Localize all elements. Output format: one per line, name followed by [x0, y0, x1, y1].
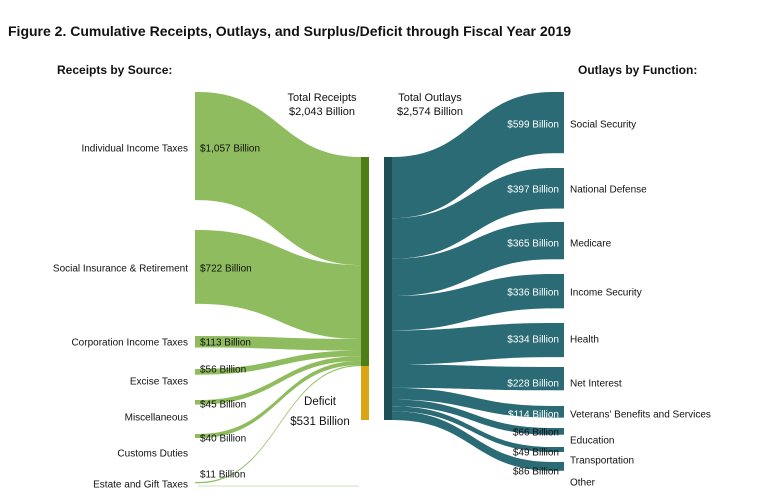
flow-labels: Individual Income Taxes $1,057 Billion Soc…	[53, 120, 711, 491]
outlay-label-national-defense: National Defense	[570, 185, 647, 196]
node-transportation	[553, 447, 564, 453]
outlay-label-medicare: Medicare	[570, 239, 612, 250]
node-individual-income-taxes	[195, 92, 198, 201]
outlays-title: Outlays by Function:	[578, 63, 697, 77]
node-medicare	[553, 222, 564, 260]
figure-title: Figure 2. Cumulative Receipts, Outlays, …	[8, 23, 571, 39]
outlay-value-net-interest: $228 Billion	[507, 379, 559, 390]
receipt-label-social-insurance-retirement: Social Insurance & Retirement	[53, 264, 188, 275]
receipt-value-customs-duties: $40 Billion	[200, 434, 246, 445]
flow-medicare	[392, 222, 553, 297]
flow-health	[392, 323, 553, 365]
flow-customs-duties	[198, 360, 361, 439]
total-receipts-value: $2,043 Billion	[289, 106, 355, 118]
outlay-label-transportation: Transportation	[570, 456, 634, 467]
outlay-value-veterans-benefits-and-services: $114 Billion	[508, 410, 559, 421]
receipts-total-bar	[361, 157, 369, 366]
receipt-value-social-insurance-retirement: $722 Billion	[200, 264, 252, 275]
flow-corporation-income-taxes	[198, 336, 361, 351]
node-social-security	[553, 92, 564, 154]
outlay-label-other: Other	[570, 478, 596, 489]
outlay-value-other: $86 Billion	[513, 467, 559, 478]
deficit-label: Deficit	[304, 396, 337, 408]
outlay-value-medicare: $365 Billion	[507, 239, 559, 250]
node-estate-and-gift-taxes	[195, 482, 198, 484]
receipt-flows	[195, 92, 361, 487]
receipt-value-estate-and-gift-taxes: $11 Billion	[200, 470, 245, 481]
total-bars	[361, 157, 392, 420]
node-other	[553, 462, 564, 471]
flow-education	[392, 399, 553, 435]
receipt-label-customs-duties: Customs Duties	[117, 449, 188, 460]
total-outlays-label: Total Outlays	[398, 92, 462, 104]
flow-net-interest	[392, 364, 553, 391]
node-national-defense	[553, 168, 564, 209]
deficit-bar	[361, 366, 369, 420]
outlay-value-education: $66 Billion	[513, 428, 559, 439]
total-receipts-label: Total Receipts	[287, 92, 357, 104]
flow-income-security	[392, 274, 553, 331]
node-veterans-benefits-and-services	[553, 406, 564, 418]
flow-national-defense	[392, 168, 553, 259]
node-excise-taxes	[195, 369, 198, 375]
node-customs-duties	[195, 434, 198, 439]
node-education	[553, 428, 564, 435]
outlay-label-social-security: Social Security	[570, 120, 636, 131]
outlay-label-health: Health	[570, 335, 599, 346]
outlay-value-health: $334 Billion	[507, 335, 559, 346]
receipt-label-excise-taxes: Excise Taxes	[130, 377, 188, 388]
node-net-interest	[553, 367, 564, 391]
total-outlays-value: $2,574 Billion	[397, 106, 463, 118]
node-corporation-income-taxes	[195, 336, 198, 348]
outlay-label-income-security: Income Security	[570, 288, 642, 299]
deficit-value: $531 Billion	[290, 416, 349, 428]
flow-individual-income-taxes	[198, 92, 361, 266]
outlay-flows	[392, 92, 564, 471]
outlay-value-national-defense: $397 Billion	[507, 185, 559, 196]
node-miscellaneous	[195, 400, 198, 405]
receipt-label-corporation-income-taxes: Corporation Income Taxes	[71, 338, 188, 349]
flow-estate-and-gift-taxes	[198, 364, 361, 484]
receipts-title: Receipts by Source:	[57, 63, 172, 77]
outlay-value-income-security: $336 Billion	[507, 288, 559, 299]
flow-social-security	[392, 92, 553, 219]
flow-miscellaneous	[198, 356, 361, 405]
receipt-value-excise-taxes: $56 Billion	[200, 365, 246, 376]
outlay-label-education: Education	[570, 436, 614, 447]
node-health	[553, 323, 564, 358]
flow-social-insurance-retirement	[198, 230, 361, 339]
receipt-value-miscellaneous: $45 Billion	[200, 400, 246, 411]
node-social-insurance-retirement	[195, 230, 198, 304]
flow-veterans-benefits-and-services	[392, 387, 553, 418]
outlay-label-veterans-benefits-and-services: Veterans' Benefits and Services	[570, 410, 711, 421]
receipt-label-individual-income-taxes: Individual Income Taxes	[81, 144, 188, 155]
flow-transportation	[392, 406, 553, 453]
node-income-security	[553, 274, 564, 309]
outlay-value-transportation: $49 Billion	[513, 448, 559, 459]
outlay-label-net-interest: Net Interest	[570, 379, 622, 390]
receipt-value-individual-income-taxes: $1,057 Billion	[200, 144, 260, 155]
outlays-total-bar	[384, 157, 392, 420]
receipt-label-miscellaneous: Miscellaneous	[125, 413, 188, 424]
flow-excise-taxes	[198, 350, 361, 375]
outlay-value-social-security: $599 Billion	[507, 120, 559, 131]
receipt-label-estate-and-gift-taxes: Estate and Gift Taxes	[93, 480, 188, 491]
receipt-value-corporation-income-taxes: $113 Billion	[200, 338, 251, 349]
flow-other	[392, 411, 553, 471]
